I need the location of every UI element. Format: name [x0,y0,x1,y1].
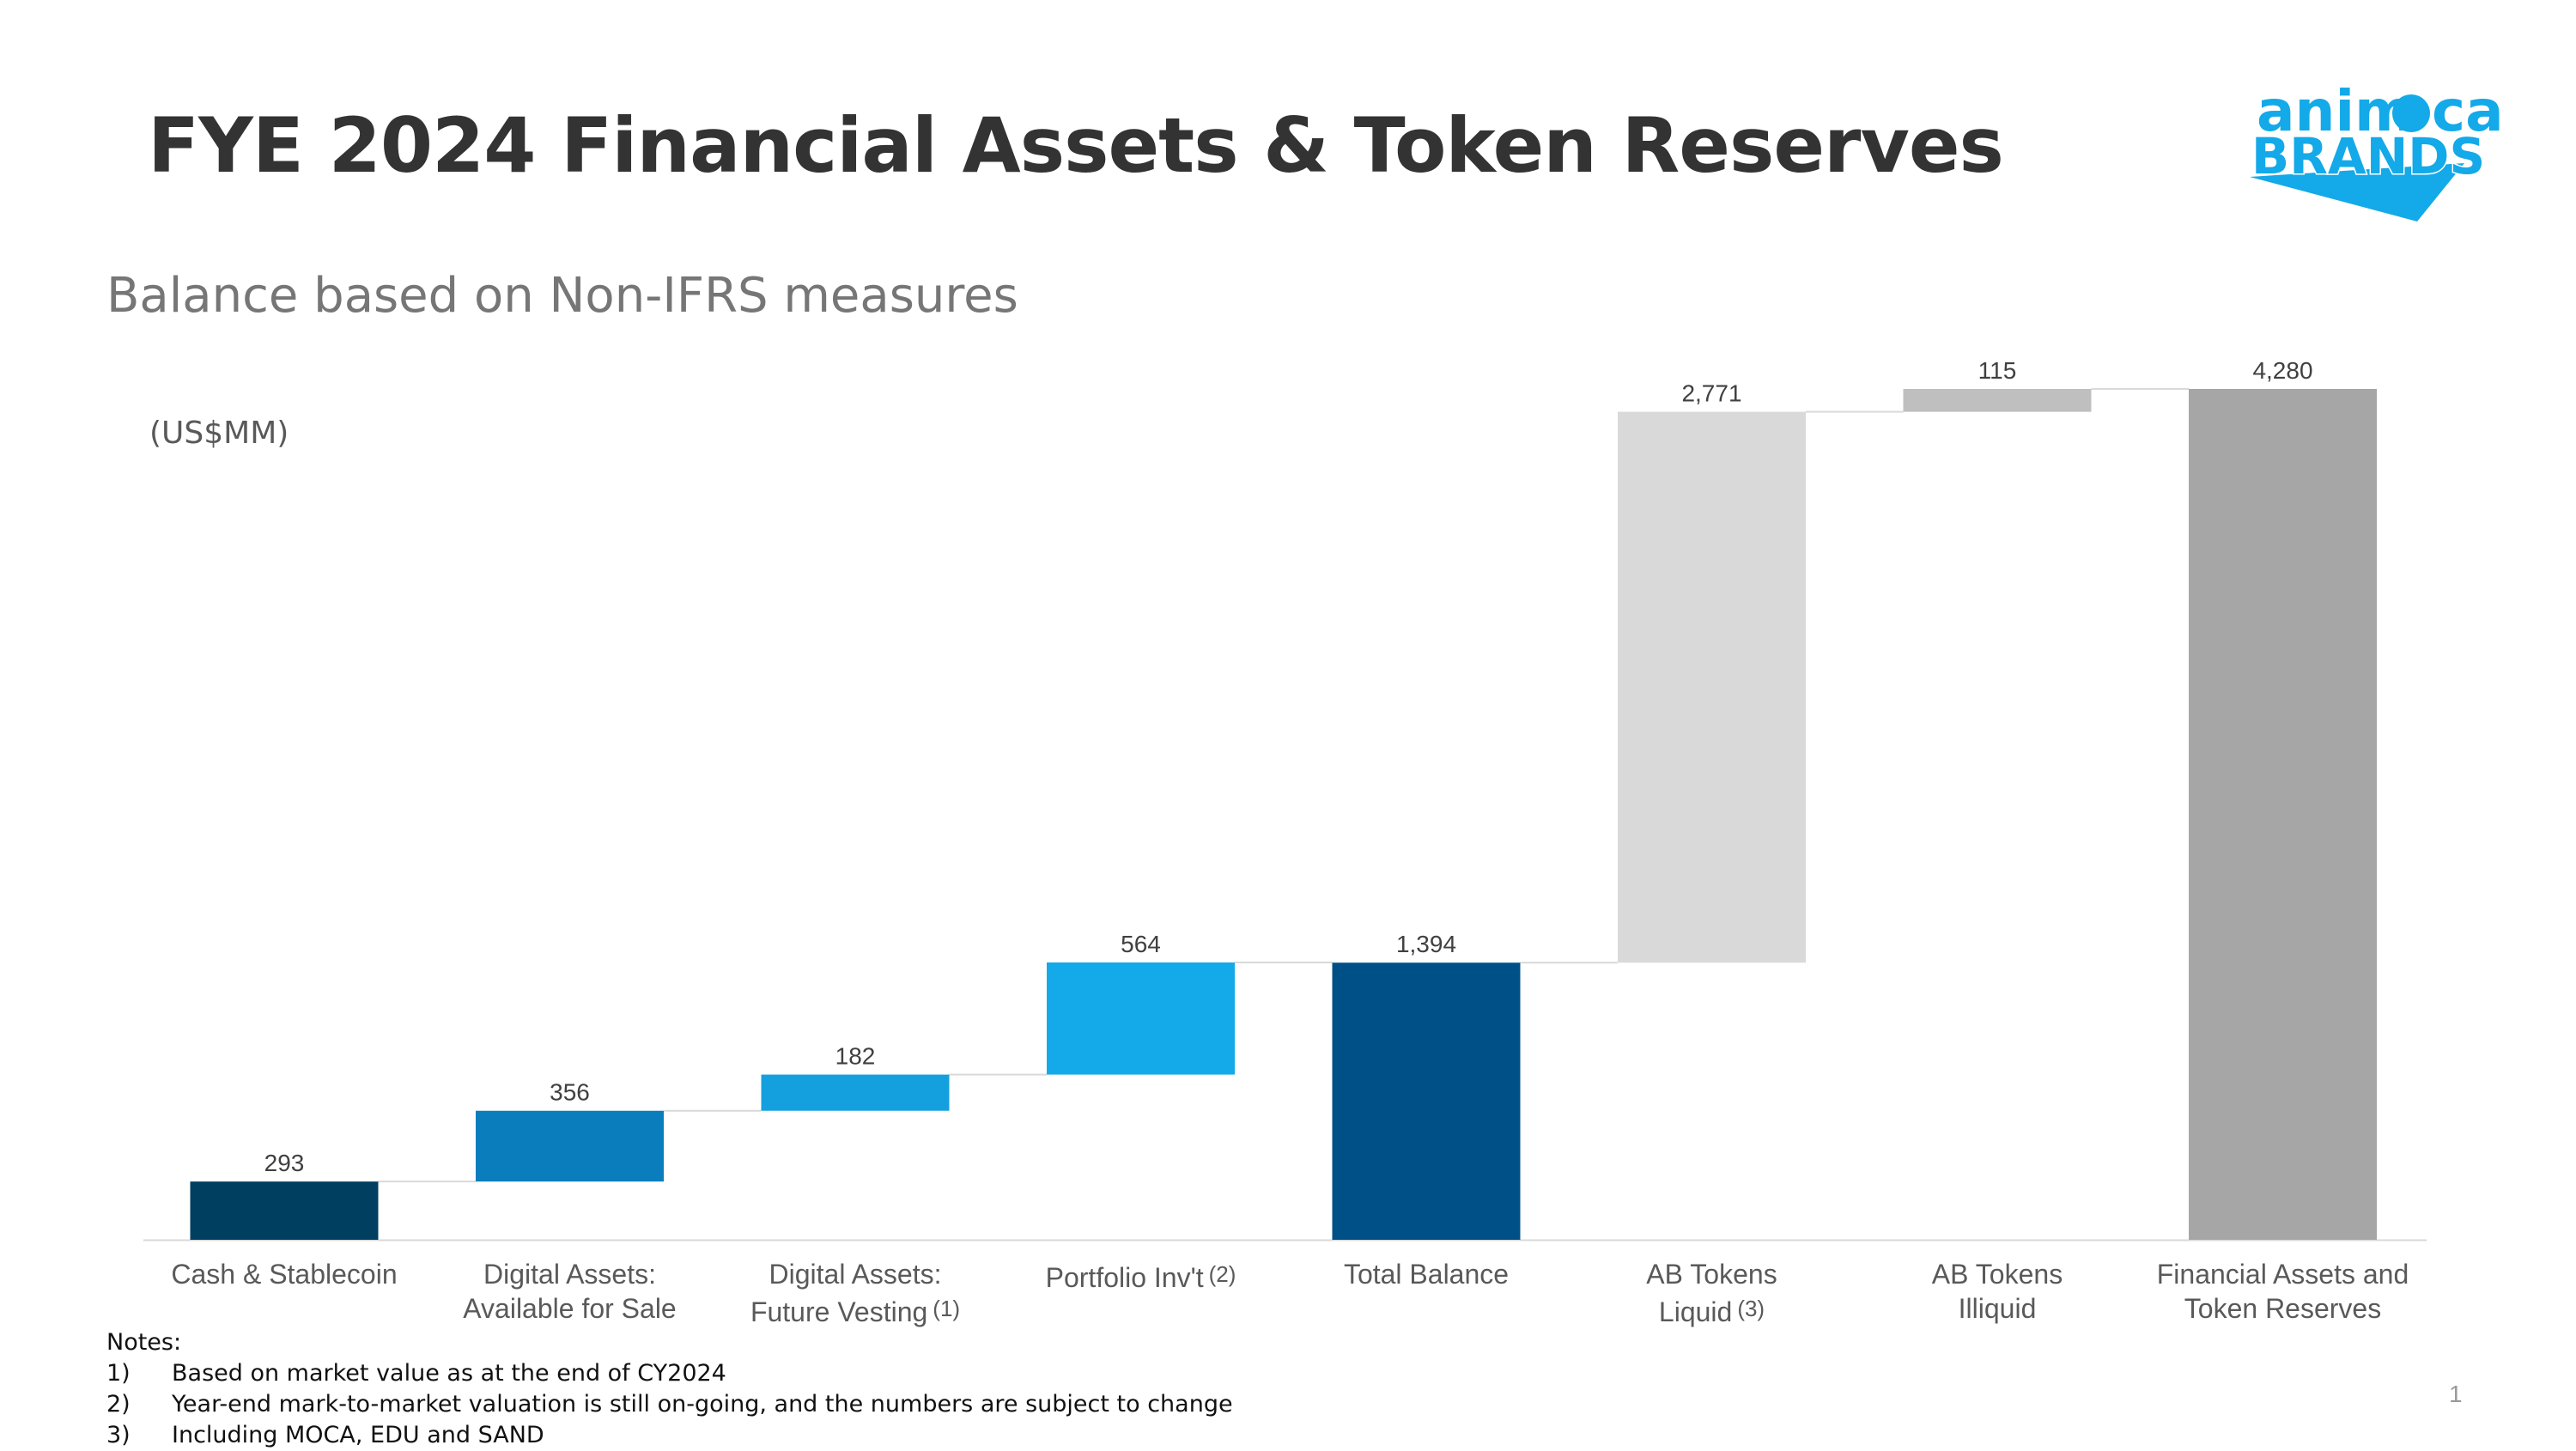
bar [1903,389,2092,412]
data-label: 293 [264,1150,305,1176]
notes-heading: Notes: [106,1329,182,1356]
category-label-line: AB Tokens [1646,1259,1777,1290]
category-label-line: Total Balance [1343,1259,1510,1290]
note-text: Including MOCA, EDU and SAND [172,1422,544,1448]
data-label: 115 [1978,357,2017,384]
bar [1332,962,1521,1240]
category-label: Portfolio Inv't (2) [999,1257,1283,1295]
page-number: 1 [2449,1381,2463,1407]
animoca-brands-logo: anim ca BRANDS [2250,78,2504,222]
bar [476,1110,664,1182]
page-title: FYE 2024 Financial Assets & Token Reserv… [148,101,2004,190]
notes: Notes: 1) Based on market value as at the… [106,1327,1233,1451]
data-label: 182 [835,1043,876,1070]
footnote-marker: (2) [1208,1261,1236,1287]
category-label-line: Illiquid [1958,1293,2037,1324]
bar [190,1181,379,1240]
category-label: Cash & Stablecoin [143,1257,426,1291]
svg-text:ca: ca [2432,78,2504,144]
bar [2189,389,2377,1240]
bar [1618,411,1806,963]
data-label: 356 [550,1079,590,1106]
note-1: 1) Based on market value as at the end of… [106,1358,1233,1389]
category-label-line: Digital Assets: [769,1259,942,1290]
svg-text:anim: anim [2257,78,2414,144]
bar [761,1074,950,1111]
note-3: 3) Including MOCA, EDU and SAND [106,1420,1233,1451]
category-label-line: Financial Assets and [2156,1259,2409,1290]
category-label: Total Balance [1285,1257,1568,1291]
category-label-line: Cash & Stablecoin [171,1259,398,1290]
note-number: 2) [106,1391,131,1418]
footnote-marker: (1) [933,1296,961,1321]
category-label-line: Token Reserves [2184,1293,2382,1324]
category-label-line: Digital Assets: [483,1259,656,1290]
note-text: Based on market value as at the end of C… [172,1360,726,1387]
data-label: 1,394 [1396,931,1456,957]
note-number: 1) [106,1360,131,1387]
category-label-line: Liquid (3) [1658,1296,1765,1327]
category-label: AB Tokens Liquid (3) [1571,1257,1854,1329]
note-text: Year-end mark-to-market valuation is sti… [172,1391,1233,1418]
category-label-line: Portfolio Inv't (2) [1045,1261,1236,1293]
note-2: 2) Year-end mark-to-market valuation is s… [106,1389,1233,1420]
category-label-line: Future Vesting (1) [750,1296,961,1327]
category-label: Digital Assets: Available for Sale [428,1257,712,1326]
footnote-marker: (3) [1737,1296,1765,1321]
bar [1047,962,1235,1075]
note-number: 3) [106,1422,131,1448]
page-subtitle: Balance based on Non-IFRS measures [106,268,1018,324]
data-label: 2,771 [1681,380,1741,407]
data-label: 4,280 [2252,357,2312,384]
units-label: (US$MM) [149,416,289,451]
svg-text:BRANDS: BRANDS [2251,127,2485,185]
category-label-line: Available for Sale [463,1293,677,1324]
category-label-line: AB Tokens [1931,1259,2063,1290]
category-label: Financial Assets and Token Reserves [2142,1257,2425,1326]
data-label: 564 [1121,931,1161,957]
category-label: AB Tokens Illiquid [1856,1257,2139,1326]
category-label: Digital Assets: Future Vesting (1) [714,1257,997,1329]
